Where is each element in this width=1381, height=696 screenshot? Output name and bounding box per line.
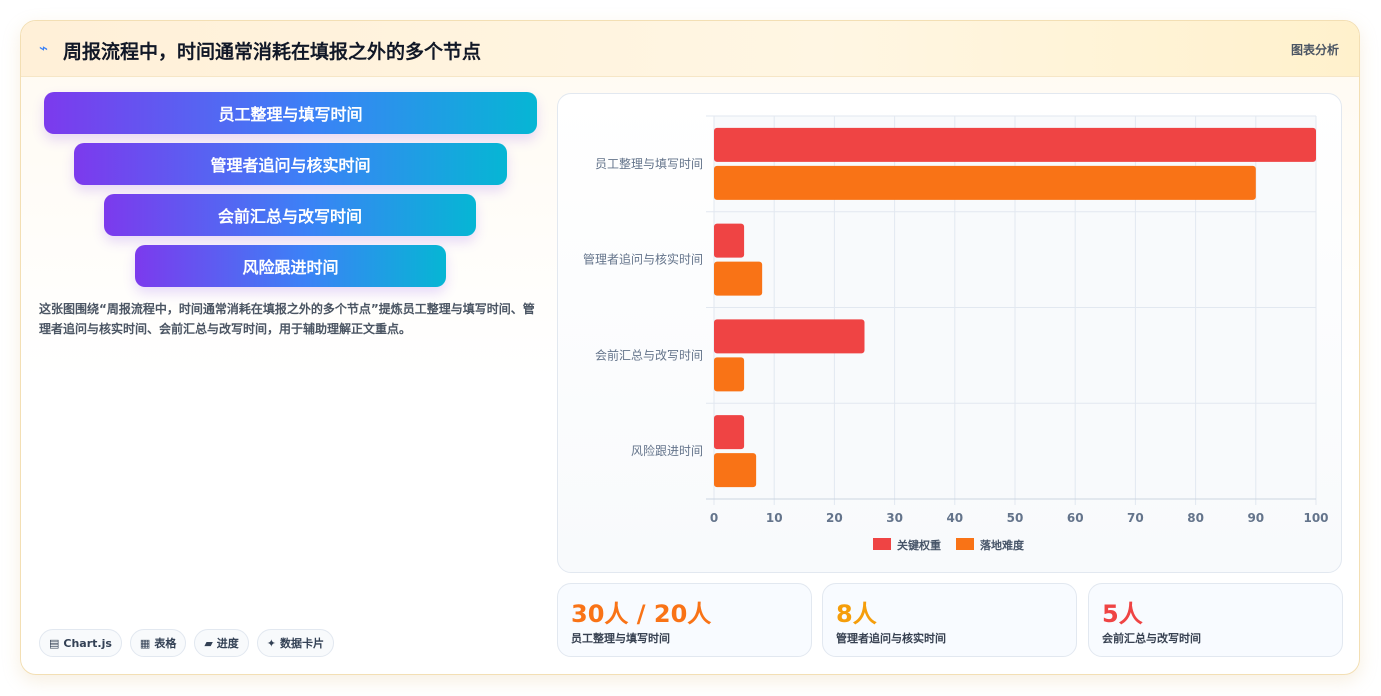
legend-swatch	[873, 538, 891, 550]
funnel-step: 会前汇总与改写时间	[104, 194, 476, 236]
chip-table[interactable]: ▦ 表格	[129, 629, 187, 657]
stat-value: 5人	[1102, 600, 1143, 628]
chip-data-card[interactable]: ✦ 数据卡片	[256, 629, 335, 657]
y-category-label: 会前汇总与改写时间	[595, 347, 703, 362]
stat-card: 8人 管理者追问与核实时间	[822, 583, 1077, 657]
chart-panel: 0 10 20 30 40 50 60 70 80 90 100 员工整理与填写时间管理者追问与核实时…	[557, 93, 1342, 573]
funnel-step: 风险跟进时间	[135, 245, 446, 287]
chip-label: 进度	[216, 637, 239, 650]
card-header: ⌁ 周报流程中，时间通常消耗在填报之外的多个节点 图表分析	[21, 21, 1359, 77]
stat-label: 员工整理与填写时间	[571, 632, 670, 645]
x-tick-label: 20	[826, 511, 843, 525]
bar	[714, 357, 745, 392]
bar	[714, 165, 1256, 200]
chip-label: 表格	[154, 637, 177, 650]
table-icon: ▦	[139, 636, 151, 650]
chip-progress[interactable]: ▰ 进度	[194, 629, 249, 657]
x-tick-label: 10	[766, 511, 783, 525]
main-card: ⌁ 周报流程中，时间通常消耗在填报之外的多个节点 图表分析 员工整理与填写时间 …	[20, 20, 1360, 675]
y-category-label: 管理者追问与核实时间	[583, 252, 703, 267]
legend-swatch	[956, 538, 974, 550]
bar-chart: 0 10 20 30 40 50 60 70 80 90 100 员工整理与填写时间管理者追问与核实时…	[583, 115, 1329, 552]
chart-analysis-tag: 图表分析	[1290, 43, 1339, 57]
funnel-step: 管理者追问与核实时间	[74, 143, 507, 185]
chip-chartjs[interactable]: ▤ Chart.js	[39, 629, 122, 657]
chart-description: 这张图围绕“周报流程中，时间通常消耗在填报之外的多个节点”提炼员工整理与填写时间…	[39, 302, 535, 336]
x-tick-label: 60	[1067, 511, 1084, 525]
tool-chips: ▤ Chart.js ▦ 表格 ▰ 进度 ✦ 数据卡片	[39, 629, 335, 657]
bar	[714, 261, 763, 296]
chip-label: Chart.js	[63, 636, 112, 650]
x-tick-label: 80	[1187, 511, 1204, 525]
legend-label: 关键权重	[897, 538, 941, 552]
chart-icon: ▤	[49, 636, 60, 650]
bar	[714, 319, 865, 354]
x-tick-label: 0	[710, 511, 718, 525]
funnel-step: 员工整理与填写时间	[44, 92, 537, 134]
x-tick-label: 90	[1247, 511, 1264, 525]
trend-line-icon: ⌁	[39, 39, 49, 57]
x-tick-label: 50	[1007, 511, 1024, 525]
stat-value: 30人 / 20人	[571, 600, 712, 628]
progress-icon: ▰	[204, 636, 213, 650]
bar	[714, 415, 745, 450]
stat-card: 30人 / 20人 员工整理与填写时间	[557, 583, 812, 657]
y-category-label: 风险跟进时间	[631, 443, 703, 458]
legend-label: 落地难度	[980, 538, 1025, 552]
stat-label: 管理者追问与核实时间	[836, 632, 946, 645]
bar	[714, 127, 1316, 162]
bar	[714, 453, 757, 488]
page-title: 周报流程中，时间通常消耗在填报之外的多个节点	[63, 41, 482, 63]
stat-card: 5人 会前汇总与改写时间	[1088, 583, 1343, 657]
chip-label: 数据卡片	[280, 637, 325, 650]
stat-label: 会前汇总与改写时间	[1102, 632, 1201, 645]
stat-value: 8人	[836, 600, 877, 628]
bar	[714, 223, 745, 258]
x-tick-label: 100	[1303, 511, 1328, 525]
x-tick-label: 70	[1127, 511, 1144, 525]
card-icon: ✦	[266, 636, 277, 650]
y-category-label: 员工整理与填写时间	[595, 156, 703, 171]
x-tick-label: 30	[886, 511, 903, 525]
x-tick-label: 40	[946, 511, 963, 525]
